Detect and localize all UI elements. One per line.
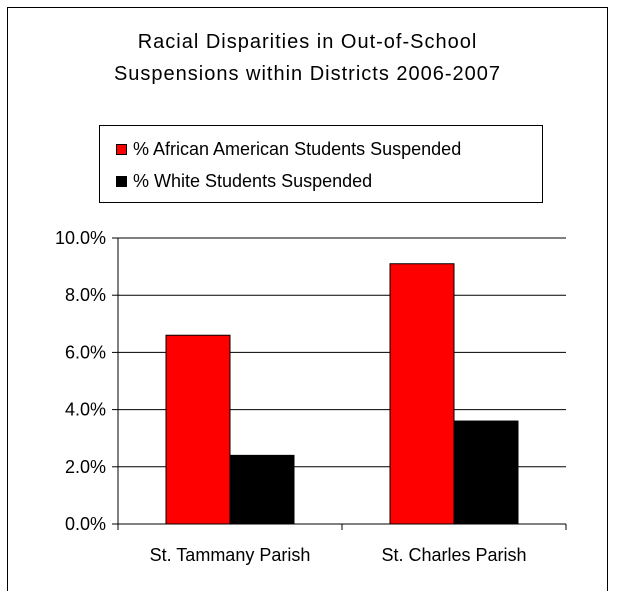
y-tick-label-0: 0.0% bbox=[65, 514, 106, 534]
bar-white-0 bbox=[229, 454, 295, 525]
legend-item-african-american: % African American Students Suspended bbox=[116, 138, 461, 160]
legend-swatch-african-american bbox=[116, 143, 127, 155]
legend: % African American Students Suspended % … bbox=[99, 125, 543, 203]
y-tick-label-2: 4.0% bbox=[65, 400, 106, 420]
category-label-0: St. Tammany Parish bbox=[150, 545, 311, 565]
y-tick-label-1: 2.0% bbox=[65, 457, 106, 477]
chart-title-line-2: Suspensions within Districts 2006-2007 bbox=[113, 63, 502, 85]
y-tick-label-3: 6.0% bbox=[65, 342, 106, 362]
bar-african-american-1 bbox=[389, 263, 455, 525]
category-label-1: St. Charles Parish bbox=[381, 545, 526, 565]
y-tick-label-5: 10.0% bbox=[55, 228, 106, 248]
chart-title: Racial Disparities in Out-of-School Susp… bbox=[7, 26, 608, 90]
bar-african-american-0 bbox=[165, 334, 231, 525]
chart-title-line-1: Racial Disparities in Out-of-School bbox=[137, 31, 478, 53]
y-tick-label-4: 8.0% bbox=[65, 285, 106, 305]
bar-white-1 bbox=[453, 420, 519, 525]
legend-item-white: % White Students Suspended bbox=[116, 170, 372, 192]
legend-label-african-american: % African American Students Suspended bbox=[133, 138, 462, 159]
legend-swatch-white bbox=[116, 175, 127, 187]
legend-label-white: % White Students Suspended bbox=[133, 170, 373, 191]
